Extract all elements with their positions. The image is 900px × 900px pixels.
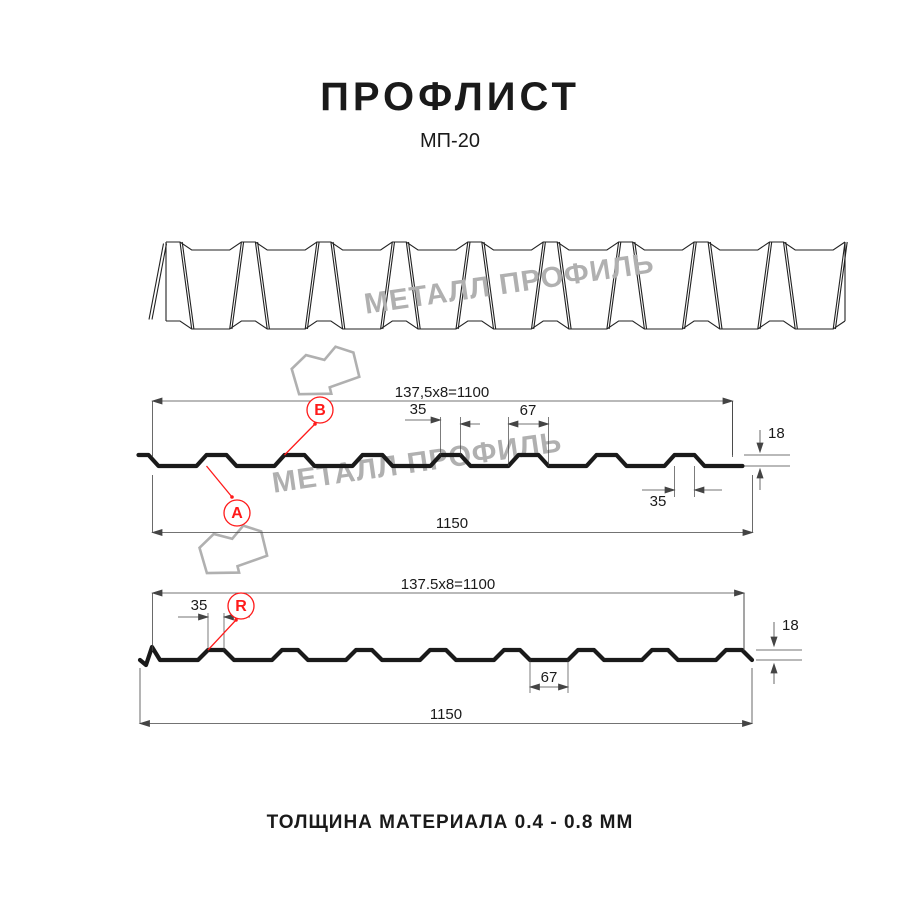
svg-text:18: 18 (768, 425, 785, 442)
svg-text:67: 67 (520, 402, 537, 419)
svg-text:67: 67 (541, 669, 558, 686)
svg-text:1150: 1150 (430, 706, 462, 723)
svg-text:137.5x8=1100: 137.5x8=1100 (401, 576, 495, 593)
svg-text:137,5x8=1100: 137,5x8=1100 (395, 384, 489, 401)
svg-text:A: A (231, 505, 243, 522)
svg-text:R: R (235, 598, 247, 615)
svg-text:1150: 1150 (436, 515, 468, 532)
svg-text:35: 35 (191, 597, 208, 614)
svg-text:35: 35 (650, 493, 667, 510)
svg-text:B: B (314, 402, 326, 419)
svg-text:35: 35 (410, 401, 427, 418)
svg-text:18: 18 (782, 617, 799, 634)
